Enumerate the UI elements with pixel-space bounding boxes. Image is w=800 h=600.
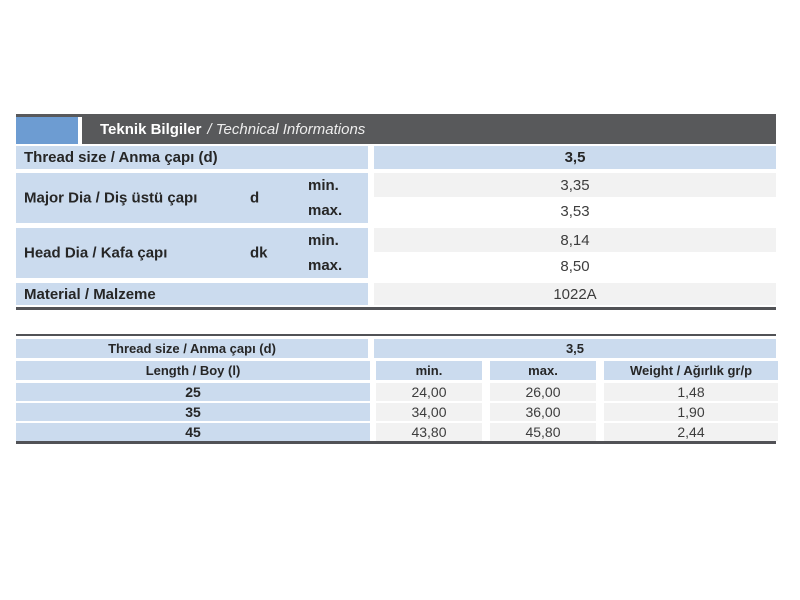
specs-table: Thread size / Anma çapı (d) 3,5 Major Di… (16, 146, 776, 310)
section-title-translation: / Technical Informations (207, 120, 366, 138)
column-header-max: max. (490, 361, 596, 380)
row-label: Head Dia / Kafa çapı (24, 244, 168, 262)
max-cell: 26,00 (490, 383, 596, 401)
value-cell-material: 1022A (374, 283, 776, 305)
table-row-thread-size: Thread size / Anma çapı (d) 3,5 (16, 146, 776, 169)
row-label: Material / Malzeme (24, 285, 156, 303)
min-max-labels: min. max. (308, 228, 342, 278)
value-cell-head-dia-min: 8,14 (374, 228, 776, 252)
value-cell-major-dia-max: 3,53 (374, 199, 776, 223)
table-row-major-dia: Major Dia / Diş üstü çapı d min. max. 3,… (16, 173, 776, 223)
table-row-material: Material / Malzeme 1022A (16, 283, 776, 305)
min-cell: 34,00 (376, 403, 482, 421)
row-label: Thread size / Anma çapı (d) (24, 149, 218, 166)
table-bottom-border (16, 307, 776, 310)
column-header-weight: Weight / Ağırlık gr/p (604, 361, 778, 380)
max-label: max. (308, 202, 343, 219)
max-label: max. (308, 257, 343, 274)
value-cell-head-dia-max: 8,50 (374, 254, 776, 278)
thread-size-label-cell: Thread size / Anma çapı (d) (16, 339, 368, 358)
table-row: 25 24,00 26,00 1,48 (16, 383, 778, 401)
table-row: 45 43,80 45,80 2,44 (16, 423, 778, 441)
column-header-length: Length / Boy (l) (16, 361, 370, 380)
row-label-cell: Head Dia / Kafa çapı dk min. max. (16, 228, 368, 278)
value-cell-thread-size: 3,5 (374, 146, 776, 169)
min-cell: 24,00 (376, 383, 482, 401)
row-label-cell: Major Dia / Diş üstü çapı d min. max. (16, 173, 368, 223)
table-row-thread-size: Thread size / Anma çapı (d) 3,5 (16, 339, 776, 358)
column-header-min: min. (376, 361, 482, 380)
min-label: min. (308, 232, 339, 249)
max-cell: 36,00 (490, 403, 596, 421)
weight-cell: 1,48 (604, 383, 778, 401)
table-header-row: Length / Boy (l) min. max. Weight / Ağır… (16, 361, 778, 380)
min-label: min. (308, 177, 339, 194)
dimension-symbol-dk: dk (250, 244, 268, 262)
table-row-head-dia: Head Dia / Kafa çapı dk min. max. 8,14 8… (16, 228, 776, 278)
section-title-main: Teknik Bilgiler (100, 120, 202, 138)
row-label: Major Dia / Diş üstü çapı (24, 189, 198, 207)
length-cell: 25 (16, 383, 370, 401)
row-label-cell: Thread size / Anma çapı (d) (16, 146, 368, 169)
weight-cell: 1,90 (604, 403, 778, 421)
table-bottom-border (16, 441, 776, 444)
length-cell: 35 (16, 403, 370, 421)
table-row: 35 34,00 36,00 1,90 (16, 403, 778, 421)
row-label-cell: Material / Malzeme (16, 283, 368, 305)
min-cell: 43,80 (376, 423, 482, 441)
section-title: Teknik Bilgiler / Technical Informations (100, 114, 365, 144)
dimension-symbol-d: d (250, 189, 260, 207)
section-header-bar: Teknik Bilgiler / Technical Informations (16, 114, 776, 144)
min-max-labels: min. max. (308, 173, 342, 223)
length-weight-table: Thread size / Anma çapı (d) 3,5 Length /… (16, 334, 778, 444)
accent-blue-box (16, 117, 82, 144)
thread-size-value-cell: 3,5 (374, 339, 776, 358)
table-top-border (16, 334, 776, 336)
value-cell-major-dia-min: 3,35 (374, 173, 776, 197)
weight-cell: 2,44 (604, 423, 778, 441)
length-cell: 45 (16, 423, 370, 441)
max-cell: 45,80 (490, 423, 596, 441)
